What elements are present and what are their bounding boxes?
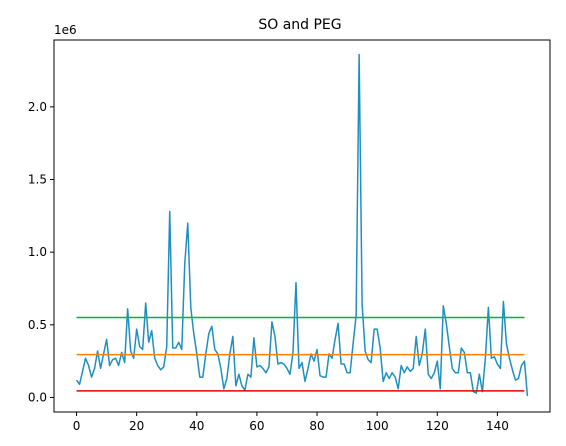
x-tick-label: 80 xyxy=(309,419,324,433)
x-tick-label: 0 xyxy=(73,419,81,433)
y-tick-label: 2.0 xyxy=(28,100,47,114)
x-tick-label: 100 xyxy=(366,419,389,433)
x-tick-label: 60 xyxy=(249,419,264,433)
chart-title: SO and PEG xyxy=(258,17,341,33)
y-tick-label: 1.0 xyxy=(28,245,47,259)
x-tick-label: 120 xyxy=(426,419,449,433)
plot-area xyxy=(53,39,551,413)
x-tick-label: 20 xyxy=(129,419,144,433)
y-tick-label: 1.5 xyxy=(28,173,47,187)
x-tick-label: 140 xyxy=(486,419,509,433)
y-tick-label: 0.5 xyxy=(28,318,47,332)
y-tick-label: 0.0 xyxy=(28,390,47,404)
y-offset-label: 1e6 xyxy=(54,23,77,37)
x-tick-label: 40 xyxy=(189,419,204,433)
series-lines xyxy=(75,53,529,397)
series-line-1 xyxy=(75,53,529,397)
axis-ticks: 0 20 40 60 80 100 120 140 0.0 0.5 1.0 1.5 2.0 xyxy=(28,100,509,433)
